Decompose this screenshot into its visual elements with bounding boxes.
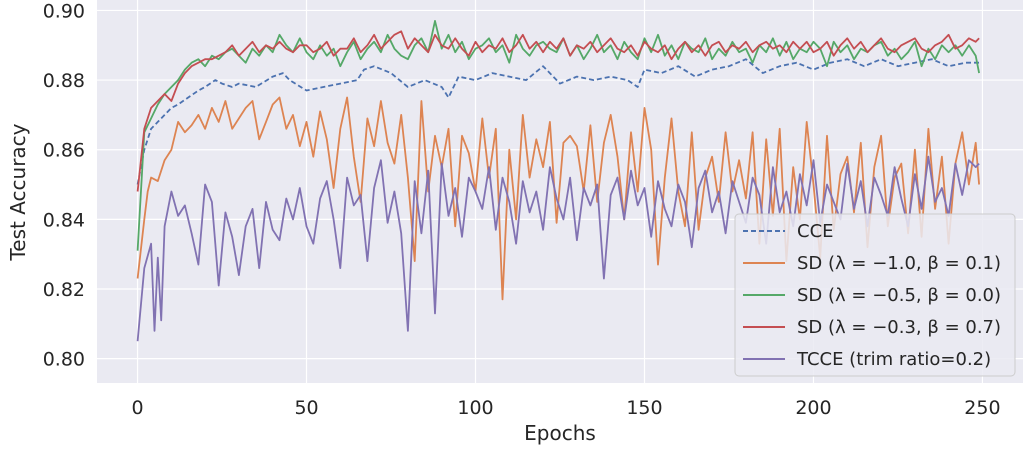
y-tick-label: 0.84 [43,209,85,231]
legend: CCE SD (λ = −1.0, β = 0.1) SD (λ = −0.5, β… [734,213,1016,377]
x-tick-label: 0 [132,397,144,419]
series-line-cce [136,58,980,185]
x-tick-label: 150 [626,397,662,419]
series-line-sd3 [136,30,980,192]
y-tick-label: 0.86 [43,140,85,162]
y-tick-labels: 0.80 0.82 0.84 0.86 0.88 0.90 [43,0,85,370]
y-tick-label: 0.80 [43,349,85,371]
x-tick-label: 200 [795,397,831,419]
x-tick-labels: 0 50 100 150 200 250 [132,397,1001,419]
legend-box [734,213,1016,377]
series-line-sd1 [136,96,980,301]
x-tick-label: 50 [294,397,318,419]
y-tick-label: 0.88 [43,70,85,92]
x-axis-label: Epochs [524,421,596,445]
x-tick-label: 100 [457,397,493,419]
legend-label: TCCE (trim ratio=0.2) [796,349,991,370]
legend-label: SD (λ = −1.0, β = 0.1) [797,253,1001,274]
x-tick-label: 250 [964,397,1000,419]
legend-label: SD (λ = −0.5, β = 0.0) [797,285,1001,306]
y-tick-label: 0.90 [43,0,85,22]
y-axis-label: Test Accuracy [6,123,30,261]
legend-label: CCE [797,221,834,242]
legend-label: SD (λ = −0.3, β = 0.7) [797,317,1001,338]
y-tick-label: 0.82 [43,279,85,301]
series-line-sd2 [136,19,980,251]
